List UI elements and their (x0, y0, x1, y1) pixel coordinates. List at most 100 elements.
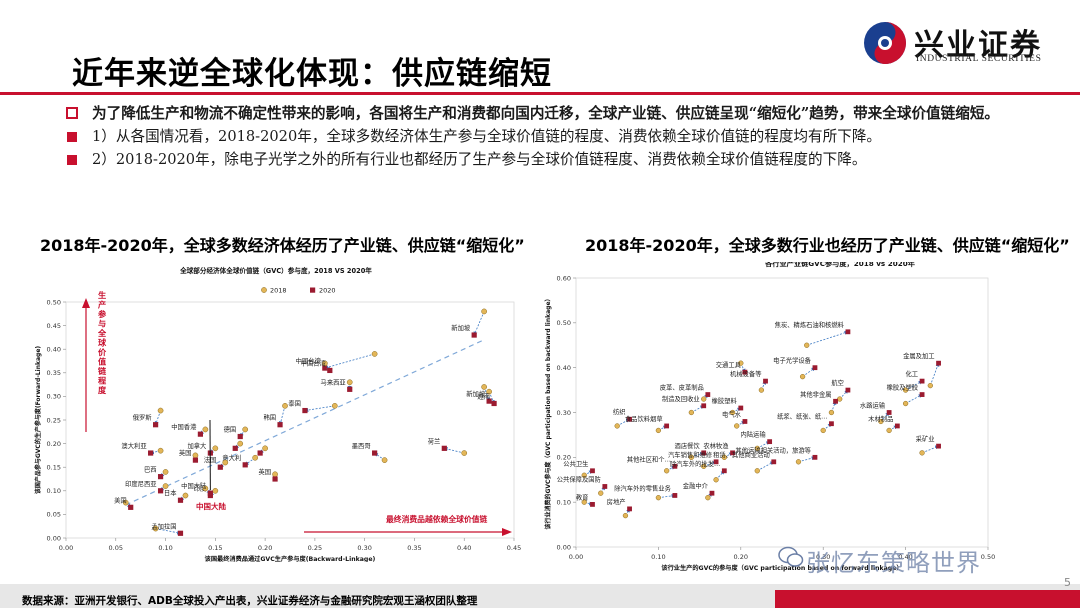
point-2020 (257, 450, 263, 456)
x-annotation-text: 最终消费品越依赖全球价值链 (386, 514, 488, 524)
x-tick-label: 0.25 (308, 544, 322, 552)
change-arrow (798, 456, 816, 463)
point-2020 (372, 450, 378, 456)
x-tick-label: 0.35 (407, 544, 421, 552)
point-label: 电子光学设备 (773, 356, 811, 365)
point-2018 (688, 454, 695, 460)
point-label: 农林牧渔 (703, 441, 728, 450)
hollow-square-icon (66, 107, 78, 119)
bullet-sub-2-text: 2）2018-2020年，除电子光学之外的所有行业也都经历了生产参与全球价值链程… (92, 151, 867, 168)
point-2020 (730, 450, 735, 456)
point-2020 (128, 504, 134, 510)
x-tick-label: 0.20 (734, 553, 748, 561)
point-label: 越南 (477, 391, 490, 400)
logo-text-en: INDUSTRIAL SECURITIES (916, 54, 1042, 64)
y-axis-label: 该行业消费的GVC参与度（GVC participation based on … (544, 295, 552, 529)
page-number: 5 (1064, 576, 1071, 589)
y-annotation-char: 程 (97, 376, 107, 386)
point-2020 (767, 439, 773, 445)
x-tick-label: 0.00 (59, 544, 73, 552)
logo-text-cn: 兴业证券 (914, 28, 1042, 63)
point-label: 租赁、其他商业活动 (713, 450, 770, 459)
x-tick-label: 0.00 (569, 553, 583, 561)
point-2020 (302, 407, 308, 414)
point-label: 除汽车外的零售业务 (614, 483, 671, 492)
point-2018 (886, 427, 892, 434)
highlight-label: 中国大陆 (196, 501, 226, 511)
bullet-sub-2: 2）2018-2020年，除电子光学之外的所有行业也都经历了生产参与全球价值链程… (64, 148, 1054, 171)
footer-accent (775, 590, 1080, 608)
point-2018 (192, 452, 199, 459)
point-2018 (713, 477, 719, 483)
chart-title: 各行业产业链GVC参与度，2018 vs 2020年 (764, 262, 915, 268)
x-tick-label: 0.10 (158, 544, 172, 552)
point-label: 墨西哥 (352, 442, 371, 450)
point-label: 焦炭、精炼石油和核燃料 (775, 320, 845, 329)
right-panel-title: 2018年-2020年，全球多数行业也经历了产业链、供应链“缩短化” (585, 236, 1070, 255)
point-2020 (833, 398, 838, 404)
y-tick-label: 0.00 (47, 534, 61, 542)
point-2018 (371, 351, 378, 357)
point-2020 (771, 459, 777, 465)
point-2018 (262, 445, 268, 452)
point-2020 (192, 457, 199, 463)
y-tick-label: 0.50 (557, 319, 571, 327)
bullet-main-text: 为了降低生产和物流不确定性带来的影响，各国将生产和消费都向国内迁移，全球产业链、… (92, 105, 1000, 122)
point-2020 (242, 462, 248, 468)
point-2018 (237, 440, 244, 447)
point-label: 新加坡 (451, 323, 471, 332)
source-note: 数据来源：亚洲开发银行、ADB全球投入产出表，兴业证券经济与金融研究院宏观王涵权… (22, 595, 478, 607)
point-2018 (655, 427, 662, 434)
y-annotation-char: 值 (98, 357, 107, 367)
point-2020 (709, 490, 715, 496)
point-2020 (602, 484, 608, 489)
point-label: 水路运输 (860, 401, 886, 410)
point-label: 金属及加工 (903, 351, 934, 360)
change-arrow (806, 330, 849, 346)
chart-title: 全球部分经济体全球价值链（GVC）参与度，2018 VS 2020年 (179, 266, 372, 275)
point-2020 (664, 423, 670, 429)
point-label: 印度 (194, 484, 207, 493)
point-label: 木材制品 (868, 414, 893, 423)
point-2020 (627, 506, 632, 512)
point-2020 (738, 405, 744, 411)
point-2020 (232, 445, 238, 451)
x-tick-label: 0.10 (651, 553, 665, 561)
point-label: 公共保障及国防 (557, 474, 601, 483)
point-2020 (157, 474, 164, 480)
point-label: 化工 (905, 369, 918, 378)
point-label: 中国香港 (171, 422, 197, 431)
point-label: 俄罗斯 (133, 413, 153, 422)
point-label: 日本 (164, 488, 177, 497)
point-2020 (763, 378, 768, 384)
point-2018 (729, 409, 736, 416)
x-annotation-arrowhead (502, 528, 512, 536)
point-2020 (812, 454, 818, 460)
y-tick-label: 0.60 (557, 274, 571, 282)
point-label: 印度尼西亚 (125, 479, 157, 488)
point-2018 (222, 459, 229, 466)
point-2018 (122, 499, 129, 506)
y-annotation-char: 球 (98, 338, 107, 348)
change-arrow (304, 405, 335, 413)
point-label: 意大利 (222, 453, 241, 462)
point-2018 (202, 485, 209, 492)
point-2018 (157, 407, 164, 414)
point-label: 航空 (831, 378, 844, 387)
change-arrow (155, 528, 182, 535)
point-label: 英国 (258, 467, 271, 476)
change-arrow (483, 386, 490, 402)
point-2020 (347, 386, 353, 392)
point-2020 (886, 410, 892, 415)
y-tick-label: 0.25 (47, 416, 61, 424)
y-tick-label: 0.20 (47, 440, 61, 448)
y-annotation-char: 生 (98, 290, 106, 300)
point-label: 泰国 (288, 399, 301, 408)
point-2020 (936, 443, 941, 449)
y-annotation-char: 价 (98, 347, 107, 357)
point-2020 (471, 332, 477, 338)
x-tick-label: 0.50 (981, 553, 995, 561)
point-2020 (590, 468, 595, 474)
y-tick-label: 0.30 (47, 393, 61, 401)
y-tick-label: 0.15 (47, 464, 61, 472)
